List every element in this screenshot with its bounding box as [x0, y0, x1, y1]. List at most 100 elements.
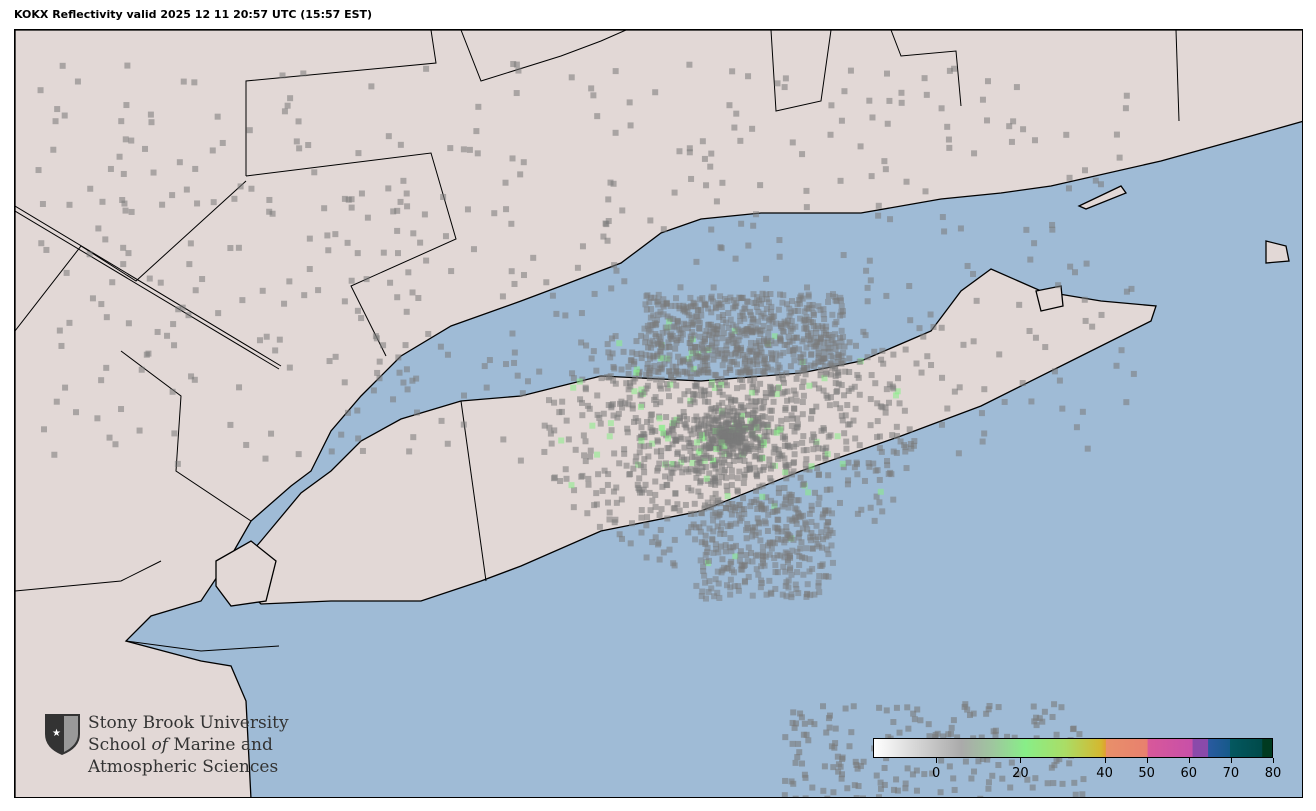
echo-pixel: [730, 305, 737, 312]
echo-pixel: [670, 426, 677, 433]
echo-pixel: [648, 411, 655, 418]
echo-pixel: [669, 423, 676, 430]
echo-pixel: [719, 452, 726, 459]
echo-pixel: [742, 439, 749, 446]
echo-pixel: [748, 398, 755, 405]
echo-pixel: [733, 300, 740, 307]
echo-pixel: [584, 510, 591, 517]
echo-pixel: [834, 358, 841, 365]
echo-pixel: [768, 355, 775, 362]
echo-pixel: [511, 280, 518, 287]
echo-pixel: [587, 447, 594, 454]
echo-pixel: [646, 369, 653, 376]
echo-pixel: [673, 436, 680, 443]
echo-pixel: [672, 345, 679, 352]
echo-pixel: [744, 520, 751, 527]
echo-pixel: [696, 524, 703, 531]
echo-pixel: [112, 441, 119, 448]
echo-pixel: [841, 392, 848, 399]
echo-pixel: [693, 474, 700, 481]
echo-pixel: [672, 369, 679, 376]
echo-pixel: [683, 424, 690, 431]
echo-pixel: [829, 529, 836, 536]
echo-pixel: [716, 389, 723, 396]
echo-pixel: [854, 765, 861, 772]
echo-pixel: [872, 380, 879, 387]
echo-pixel: [800, 433, 807, 440]
echo-pixel: [757, 447, 764, 454]
echo-pixel: [824, 451, 831, 458]
echo-pixel: [695, 469, 702, 476]
echo-pixel: [547, 430, 554, 437]
echo-pixel: [704, 544, 711, 551]
echo-pixel: [727, 398, 734, 405]
echo-pixel: [602, 220, 609, 227]
echo-pixel: [647, 417, 654, 424]
echo-pixel: [775, 446, 782, 453]
colorbar-tick: [1273, 758, 1274, 763]
echo-pixel: [802, 371, 809, 378]
echo-pixel: [646, 355, 653, 362]
echo-pixel: [588, 85, 595, 92]
echo-pixel: [702, 532, 709, 539]
echo-pixel: [551, 427, 558, 434]
echo-pixel: [562, 312, 569, 319]
echo-pixel: [654, 438, 661, 445]
echo-pixel: [647, 364, 654, 371]
echo-pixel: [1039, 718, 1046, 725]
echo-pixel: [729, 567, 736, 574]
echo-pixel: [879, 347, 886, 354]
echo-pixel: [709, 535, 716, 542]
echo-pixel: [673, 363, 680, 370]
echo-pixel: [735, 453, 742, 460]
echo-pixel: [790, 415, 797, 422]
echo-pixel: [837, 763, 844, 770]
echo-pixel: [840, 349, 847, 356]
echo-pixel: [732, 553, 739, 560]
echo-pixel: [170, 321, 177, 328]
echo-pixel: [689, 454, 696, 461]
echo-pixel: [839, 308, 846, 315]
echo-pixel: [735, 337, 742, 344]
echo-pixel: [1065, 185, 1072, 192]
echo-pixel: [710, 549, 717, 556]
echo-pixel: [483, 384, 490, 391]
echo-pixel: [637, 392, 644, 399]
echo-pixel: [736, 468, 743, 475]
echo-pixel: [644, 364, 651, 371]
echo-pixel: [630, 465, 637, 472]
echo-pixel: [803, 466, 810, 473]
echo-pixel: [793, 397, 800, 404]
echo-pixel: [59, 62, 66, 69]
echo-pixel: [706, 578, 713, 585]
echo-pixel: [758, 563, 765, 570]
echo-pixel: [799, 399, 806, 406]
echo-pixel: [719, 324, 726, 331]
echo-pixel: [633, 366, 640, 373]
echo-pixel: [795, 534, 802, 541]
echo-pixel: [985, 785, 992, 792]
echo-pixel: [784, 397, 791, 404]
echo-pixel: [464, 206, 471, 213]
echo-pixel: [688, 175, 695, 182]
echo-pixel: [779, 328, 786, 335]
echo-pixel: [808, 518, 815, 525]
echo-pixel: [629, 405, 636, 412]
echo-pixel: [857, 763, 864, 770]
echo-pixel: [118, 406, 125, 413]
echo-pixel: [838, 775, 845, 782]
echo-pixel: [698, 510, 705, 517]
echo-pixel: [551, 474, 558, 481]
echo-pixel: [1015, 771, 1022, 778]
echo-pixel: [789, 337, 796, 344]
echo-pixel: [921, 771, 928, 778]
echo-pixel: [604, 341, 611, 348]
echo-pixel: [790, 536, 797, 543]
echo-pixel: [712, 474, 719, 481]
echo-pixel: [828, 102, 835, 109]
echo-pixel: [837, 177, 844, 184]
echo-pixel: [666, 357, 673, 364]
echo-pixel: [779, 372, 786, 379]
echo-pixel: [768, 497, 775, 504]
echo-pixel: [796, 300, 803, 307]
